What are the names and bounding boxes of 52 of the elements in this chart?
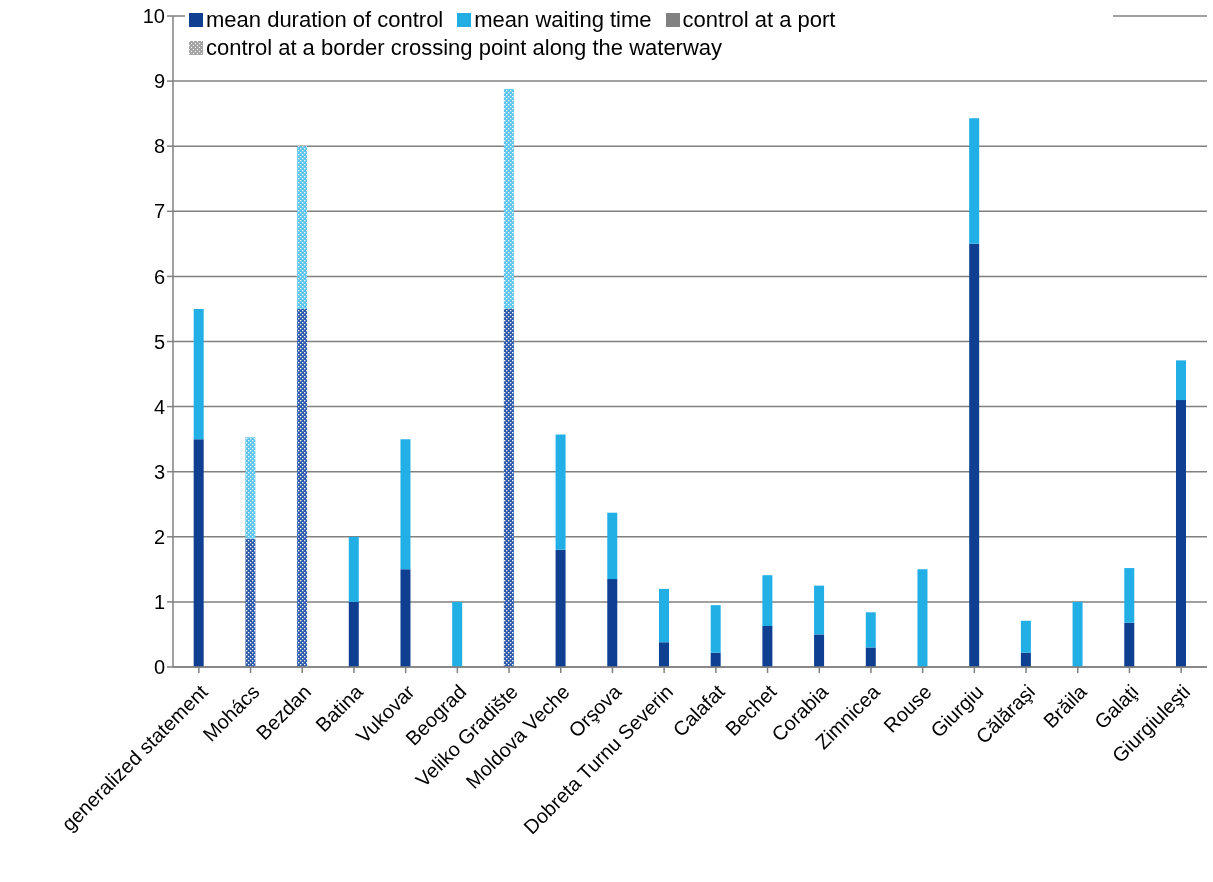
bar bbox=[762, 625, 773, 667]
bar bbox=[969, 243, 980, 667]
bar bbox=[917, 569, 928, 667]
y-tick-label: 1 bbox=[153, 591, 165, 613]
bar bbox=[1124, 622, 1135, 667]
bar bbox=[503, 88, 514, 309]
bar bbox=[658, 642, 669, 667]
bar bbox=[814, 585, 825, 635]
bar bbox=[400, 569, 411, 667]
y-tick-label: 9 bbox=[153, 70, 165, 93]
bar bbox=[400, 439, 411, 570]
bar bbox=[1020, 620, 1031, 653]
y-tick-label: 6 bbox=[153, 265, 165, 288]
bar bbox=[865, 612, 876, 648]
legend-label: control at a port bbox=[682, 6, 836, 34]
bar bbox=[1020, 652, 1031, 667]
bar bbox=[658, 588, 669, 643]
bar bbox=[297, 308, 308, 667]
bar bbox=[865, 647, 876, 667]
bar bbox=[348, 601, 359, 667]
y-tick-label: 5 bbox=[153, 330, 165, 353]
y-tick-label: 7 bbox=[153, 200, 165, 223]
bar bbox=[762, 575, 773, 626]
legend-label: control at a border crossing point along the waterway bbox=[206, 34, 723, 62]
y-tick-label: 4 bbox=[153, 395, 165, 418]
bar bbox=[193, 439, 204, 667]
bar bbox=[607, 579, 618, 667]
bar bbox=[193, 308, 204, 440]
bar bbox=[1124, 568, 1135, 623]
bar bbox=[1175, 400, 1186, 667]
bar bbox=[297, 146, 308, 309]
bar bbox=[245, 538, 256, 667]
bar bbox=[555, 549, 566, 667]
bar bbox=[607, 512, 618, 580]
y-tick-label: 0 bbox=[153, 656, 165, 679]
bar bbox=[710, 605, 721, 653]
legend-label: mean duration of control bbox=[206, 6, 444, 34]
y-tick-label: 8 bbox=[153, 135, 165, 158]
y-tick-label: 3 bbox=[153, 460, 165, 483]
bar bbox=[1072, 601, 1083, 667]
bar bbox=[452, 601, 463, 667]
bar bbox=[710, 652, 721, 667]
bar bbox=[814, 634, 825, 667]
bar bbox=[245, 437, 256, 539]
legend-label: mean waiting time bbox=[474, 6, 652, 34]
bar bbox=[969, 118, 980, 244]
bar bbox=[555, 434, 566, 550]
bar bbox=[503, 308, 514, 667]
y-tick-label: 2 bbox=[153, 525, 165, 548]
bar bbox=[1175, 360, 1186, 401]
bar bbox=[348, 536, 359, 602]
y-tick-label: 10 bbox=[142, 5, 165, 28]
